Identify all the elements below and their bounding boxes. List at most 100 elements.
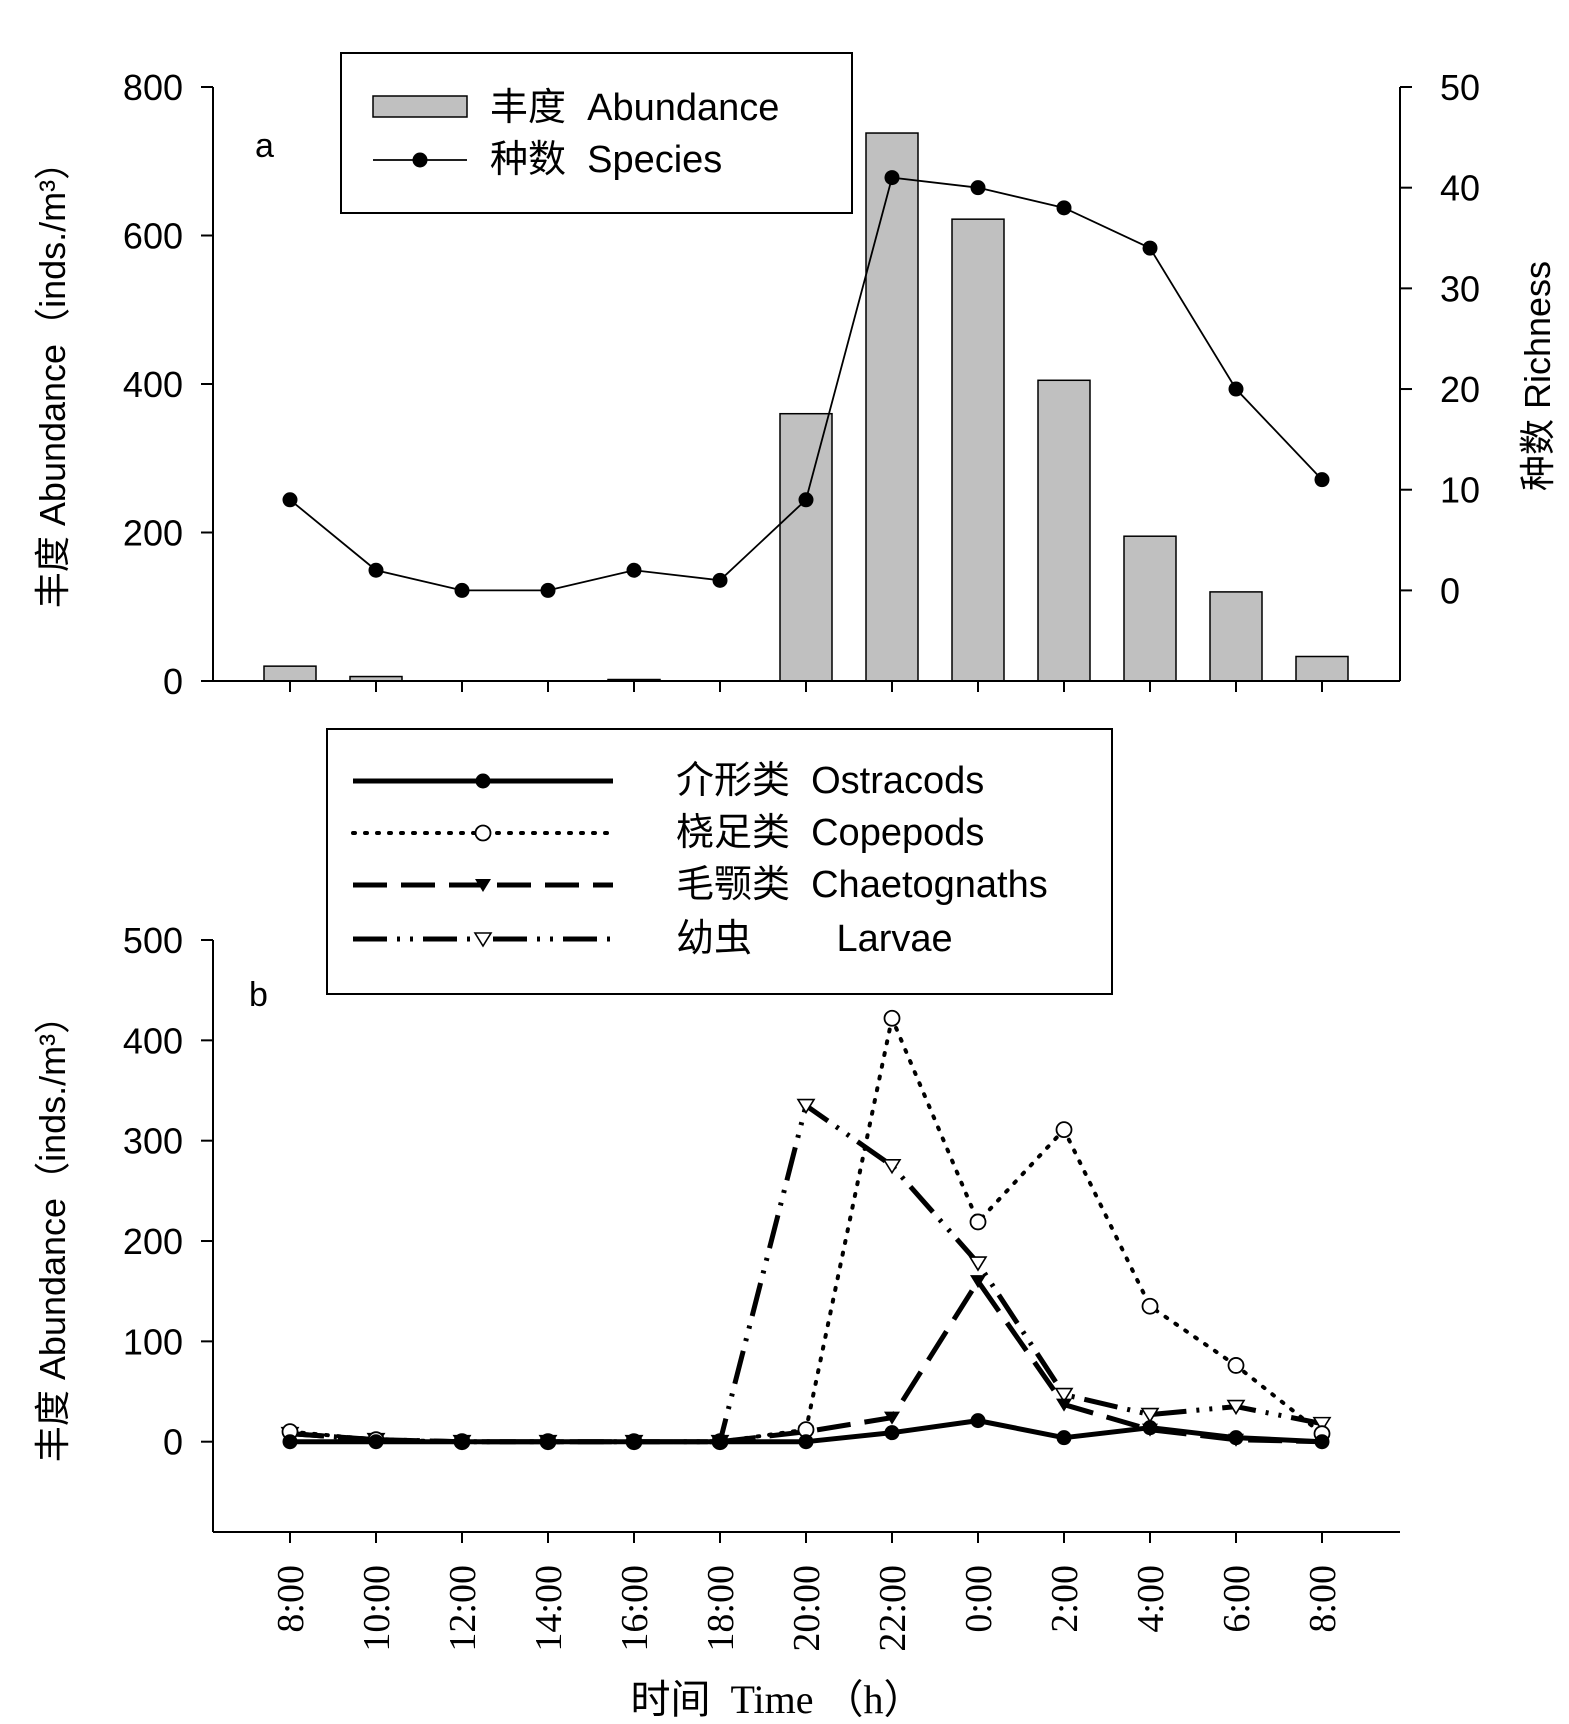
x-tick-label: 20:00 bbox=[786, 1565, 828, 1652]
ostracods-point bbox=[626, 1434, 642, 1450]
y2-tick-label: 40 bbox=[1440, 168, 1480, 209]
species-point bbox=[970, 180, 986, 196]
copepods-point bbox=[1227, 1357, 1245, 1374]
x-tick-label: 2:00 bbox=[1044, 1565, 1086, 1633]
ostracods-point bbox=[1314, 1434, 1330, 1450]
y2-tick-label: 30 bbox=[1440, 268, 1480, 309]
copepods-point bbox=[1055, 1121, 1073, 1139]
panel-a-legend: 丰度 Abundance 种数 Species bbox=[340, 52, 853, 214]
x-tick-label: 12:00 bbox=[442, 1565, 484, 1652]
panel-a-y-title: 丰度 Abundance（inds./m³） bbox=[32, 144, 73, 608]
legend-box bbox=[326, 728, 1113, 995]
panel-a-label: a bbox=[255, 127, 274, 165]
abundance-bar bbox=[1037, 379, 1091, 682]
x-tick-labels: 8:00 10:00 12:00 14:00 16:00 18:00 20:00 22:00 0… bbox=[270, 1565, 1344, 1652]
legend-label-chaetognaths: 毛颚类 Chaetognaths bbox=[676, 864, 1048, 906]
y-tick-label: 200 bbox=[123, 1221, 183, 1262]
x-tick-label: 16:00 bbox=[614, 1565, 656, 1652]
legend-label-species: 种数 Species bbox=[490, 139, 722, 181]
abundance-bar bbox=[263, 665, 317, 682]
panel-a-y2-title: 种数 Richness bbox=[1517, 261, 1558, 491]
larvae-point bbox=[796, 1098, 816, 1115]
abundance-bar bbox=[1295, 655, 1349, 682]
species-point bbox=[626, 562, 642, 578]
larvae-point bbox=[882, 1158, 902, 1175]
ostracods-point bbox=[1056, 1430, 1072, 1446]
panel-b-y-title: 丰度 Abundance（inds./m³） bbox=[32, 998, 73, 1462]
chaetognaths-line bbox=[289, 1278, 1323, 1445]
x-tick-label: 4:00 bbox=[1130, 1565, 1172, 1633]
ostracods-point bbox=[798, 1434, 814, 1450]
y-tick-label: 400 bbox=[123, 364, 183, 405]
y-tick-label: 100 bbox=[123, 1321, 183, 1362]
ostracods-point bbox=[1228, 1430, 1244, 1446]
y2-tick-label: 20 bbox=[1440, 369, 1480, 410]
panel-a: 0 200 400 600 800 0 10 20 30 40 50 a 丰度 Abundance（… bbox=[32, 52, 1558, 702]
y-tick-label: 0 bbox=[163, 661, 183, 702]
y-tick-label: 0 bbox=[163, 1422, 183, 1463]
y2-tick-label: 0 bbox=[1440, 570, 1460, 611]
species-point bbox=[712, 572, 728, 588]
ostracods-point bbox=[1142, 1420, 1158, 1436]
y2-tick-label: 50 bbox=[1440, 67, 1480, 108]
x-tick-label: 14:00 bbox=[528, 1565, 570, 1652]
larvae-line bbox=[289, 1103, 1323, 1445]
legend-marker-copepods bbox=[474, 824, 492, 842]
y2-tick-label: 10 bbox=[1440, 470, 1480, 511]
y-tick-label: 600 bbox=[123, 216, 183, 257]
legend-marker-ostracods bbox=[475, 773, 491, 789]
larvae-point bbox=[1226, 1399, 1246, 1416]
panel-a-axes: 0 200 400 600 800 0 10 20 30 40 50 bbox=[123, 67, 1480, 702]
legend-label-copepods: 桡足类 Copepods bbox=[676, 812, 984, 854]
ostracods-point bbox=[454, 1434, 470, 1450]
panel-b-series bbox=[280, 1009, 1332, 1451]
y-tick-label: 800 bbox=[123, 67, 183, 108]
species-point bbox=[1142, 240, 1158, 256]
x-tick-label: 8:00 bbox=[270, 1565, 312, 1633]
ostracods-point bbox=[368, 1434, 384, 1450]
species-point bbox=[1056, 200, 1072, 216]
chaetognaths-point bbox=[884, 1411, 900, 1425]
legend-marker-chaetognaths bbox=[475, 879, 491, 892]
x-tick-label: 10:00 bbox=[356, 1565, 398, 1652]
copepods-point bbox=[883, 1009, 901, 1027]
abundance-bars bbox=[263, 132, 1349, 682]
copepods-point bbox=[1141, 1297, 1159, 1315]
species-point bbox=[1228, 381, 1244, 397]
copepods-line bbox=[288, 1016, 1324, 1444]
y-tick-label: 500 bbox=[123, 920, 183, 961]
ostracods-point bbox=[540, 1434, 556, 1450]
species-point bbox=[540, 582, 556, 598]
abundance-bar bbox=[1123, 535, 1177, 682]
legend-label-abundance: 丰度 Abundance bbox=[490, 87, 779, 129]
y-tick-label: 300 bbox=[123, 1121, 183, 1162]
ostracods-point bbox=[970, 1413, 986, 1429]
x-tick-label: 22:00 bbox=[872, 1565, 914, 1652]
abundance-bar bbox=[865, 132, 919, 682]
y-tick-label: 400 bbox=[123, 1020, 183, 1061]
panel-b-axes: 0 100 200 300 400 500 bbox=[123, 920, 1400, 1543]
species-point bbox=[454, 582, 470, 598]
x-tick-label: 18:00 bbox=[700, 1565, 742, 1652]
panel-b-label: b bbox=[249, 976, 268, 1014]
larvae-point bbox=[968, 1256, 988, 1272]
abundance-bar bbox=[1209, 591, 1263, 682]
x-tick-label: 0:00 bbox=[958, 1565, 1000, 1633]
legend-label-ostracods: 介形类 Ostracods bbox=[676, 760, 984, 802]
larvae-point bbox=[1054, 1387, 1074, 1404]
legend-label-larvae: 幼虫 Larvae bbox=[676, 918, 953, 960]
larvae-point bbox=[1312, 1416, 1332, 1433]
legend-marker-species bbox=[412, 152, 428, 168]
chaetognaths-point bbox=[1056, 1398, 1072, 1412]
species-line bbox=[282, 170, 1330, 598]
y-tick-label: 200 bbox=[123, 513, 183, 554]
x-tick-label: 8:00 bbox=[1302, 1565, 1344, 1633]
abundance-bar bbox=[951, 218, 1005, 682]
legend-box bbox=[340, 52, 853, 214]
copepods-point bbox=[969, 1213, 987, 1231]
abundance-bar bbox=[779, 412, 833, 682]
species-point bbox=[884, 170, 900, 186]
legend-marker-larvae bbox=[473, 932, 493, 948]
panel-b-legend: 介形类 Ostracods 桡足类 Copepods 毛颚类 Chaetogna… bbox=[326, 728, 1113, 995]
